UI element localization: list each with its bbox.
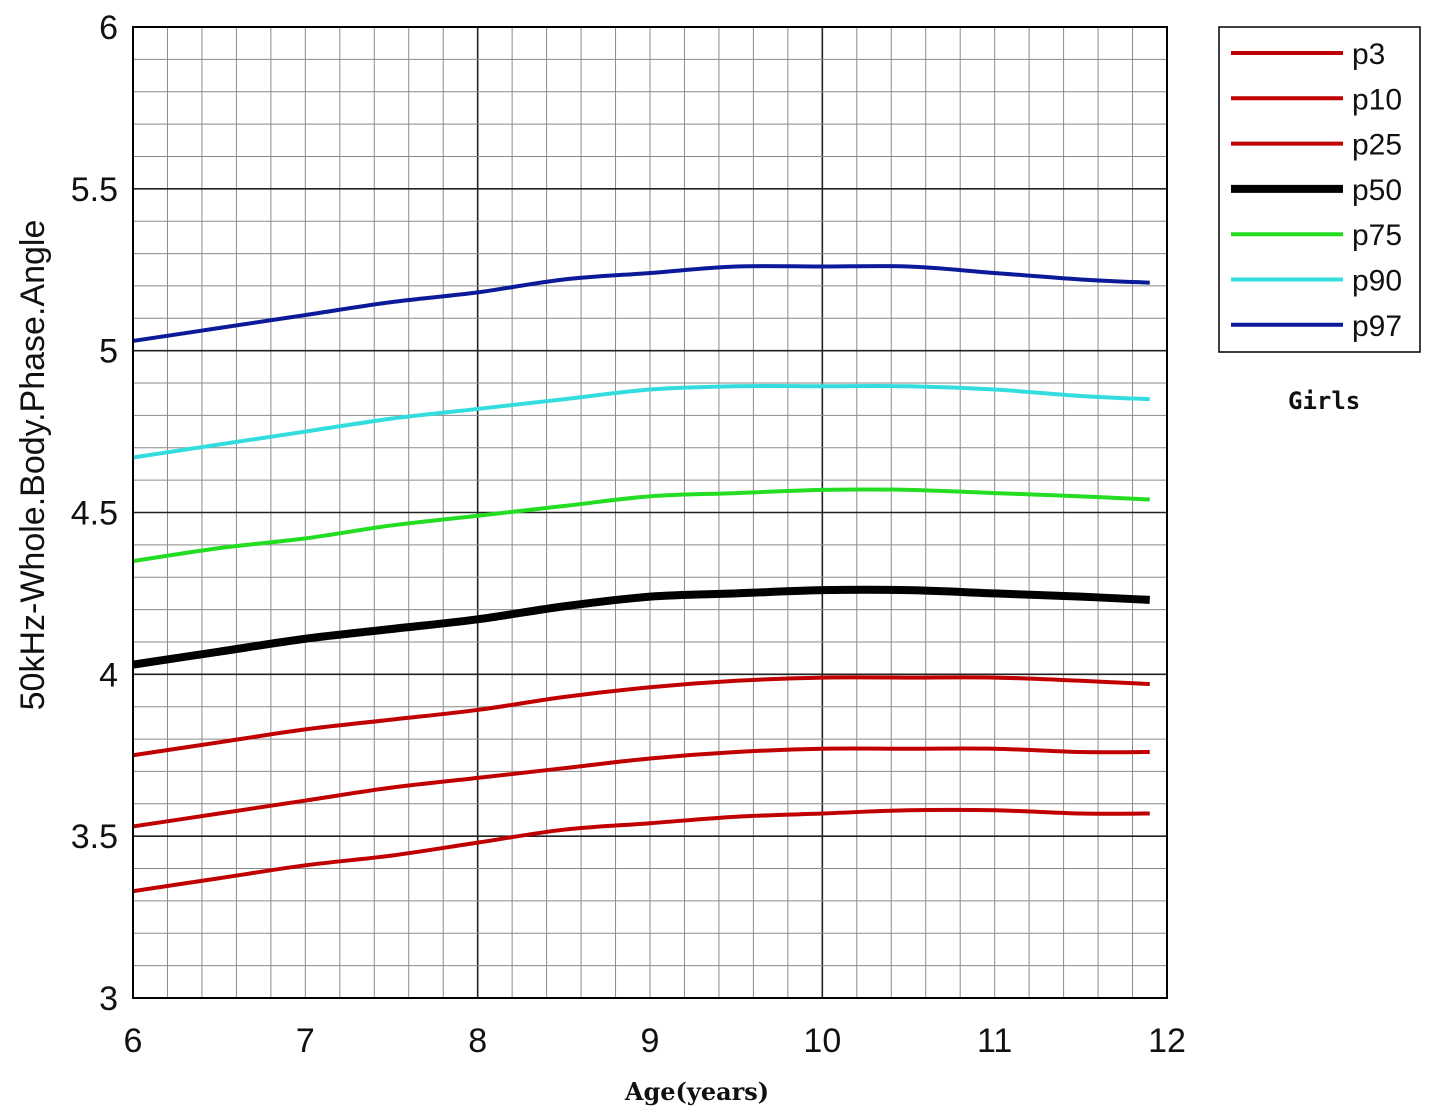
- y-tick-label: 4: [99, 656, 118, 694]
- legend: p3 p10 p25 p50 p75 p90 p97: [1218, 26, 1421, 353]
- y-tick-label: 5.5: [71, 171, 118, 209]
- y-tick-label: 3: [99, 980, 118, 1018]
- series-line-p3: [132, 807, 1150, 894]
- series-line-p75: [132, 487, 1150, 564]
- legend-label-p90: p90: [1352, 265, 1402, 298]
- plot-frame: [132, 26, 1168, 999]
- group-annotation: Girls: [1288, 387, 1360, 415]
- series-line-p25: [132, 675, 1150, 758]
- y-axis-ticks: 3 3.5 4 4.5 5 5.5 6: [71, 9, 118, 1018]
- plot-grid: [132, 26, 1168, 999]
- y-tick-label: 6: [99, 9, 118, 47]
- y-tick-label: 4.5: [71, 495, 118, 533]
- legend-label-p97: p97: [1352, 310, 1402, 343]
- series-line-p90: [132, 384, 1150, 460]
- x-tick-label: 12: [1148, 1022, 1186, 1060]
- y-tick-label: 5: [99, 333, 118, 371]
- x-tick-label: 8: [468, 1022, 487, 1060]
- legend-label-p50: p50: [1352, 174, 1402, 207]
- legend-label-p75: p75: [1352, 219, 1402, 252]
- y-axis-title: 50kHz-Whole.Body.Phase.Angle: [14, 220, 52, 711]
- series-line-p97: [132, 264, 1150, 343]
- legend-label-p25: p25: [1352, 129, 1402, 162]
- legend-label-p3: p3: [1352, 38, 1385, 71]
- y-tick-label: 3.5: [71, 818, 118, 856]
- x-axis-title: Age(years): [624, 1077, 769, 1106]
- x-tick-label: 9: [641, 1022, 660, 1060]
- x-tick-label: 6: [124, 1022, 143, 1060]
- x-axis-ticks: 6 7 8 9 10 11 12: [124, 1022, 1186, 1060]
- x-tick-label: 10: [803, 1022, 841, 1060]
- legend-label-p10: p10: [1352, 83, 1402, 116]
- series-line-p50: [132, 585, 1150, 669]
- series-layer: [132, 264, 1150, 894]
- x-tick-label: 7: [296, 1022, 315, 1060]
- x-tick-label: 11: [977, 1022, 1012, 1060]
- series-line-p10: [132, 746, 1150, 829]
